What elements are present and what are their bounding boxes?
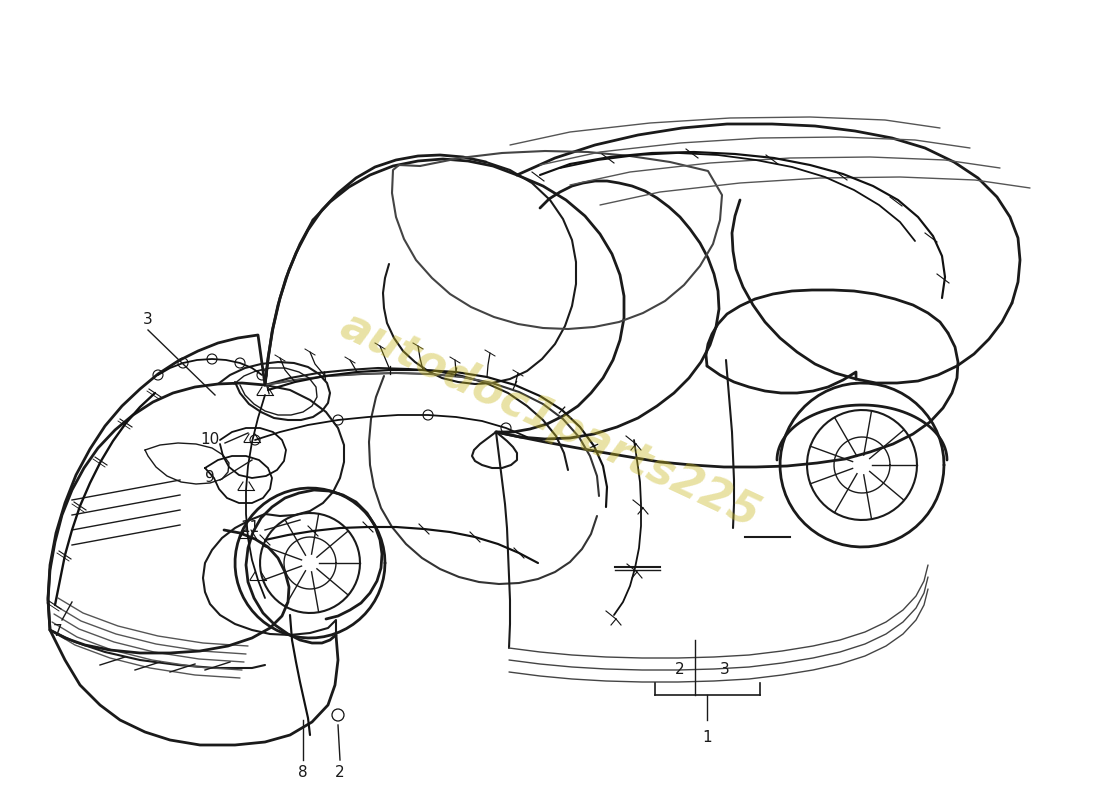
Text: 3: 3 — [720, 662, 730, 677]
Text: 1: 1 — [702, 730, 712, 745]
Text: 7: 7 — [53, 624, 63, 639]
Text: autodoc1parts225: autodoc1parts225 — [333, 304, 767, 536]
Text: 2: 2 — [336, 765, 344, 780]
Text: 9: 9 — [206, 470, 214, 485]
Text: 11: 11 — [241, 519, 260, 534]
Text: 10: 10 — [200, 433, 220, 447]
Text: 8: 8 — [298, 765, 308, 780]
Text: 2: 2 — [675, 662, 685, 677]
Text: 3: 3 — [143, 312, 153, 327]
